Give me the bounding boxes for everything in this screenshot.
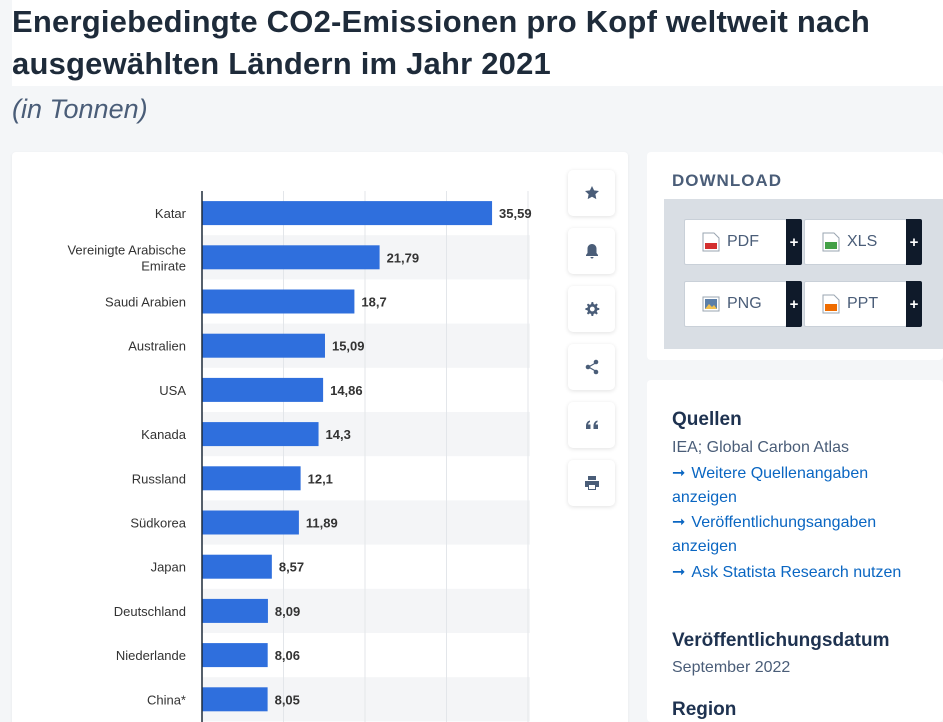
category-label: Deutschland xyxy=(114,604,186,619)
page-header: Energiebedingte CO2-Emissionen pro Kopf … xyxy=(12,0,943,86)
category-label: Australien xyxy=(128,339,186,354)
region-heading: Region xyxy=(672,699,737,720)
bell-icon xyxy=(585,244,598,259)
bar xyxy=(202,510,299,535)
notification-button[interactable] xyxy=(568,228,615,274)
bar xyxy=(202,289,355,314)
category-label: China* xyxy=(147,692,186,707)
chart-toolbar xyxy=(568,170,615,518)
arrow-right-icon: ➞ xyxy=(672,564,686,581)
bar xyxy=(202,245,380,270)
category-label: Südkorea xyxy=(130,516,186,531)
ppt-plus[interactable]: + xyxy=(906,281,922,327)
bar xyxy=(202,333,325,358)
bar-value-label: 8,06 xyxy=(275,648,300,663)
print-button[interactable] xyxy=(568,460,615,506)
bar xyxy=(202,466,301,491)
bar-value-label: 14,86 xyxy=(330,383,363,398)
page-subtitle: (in Tonnen) xyxy=(12,94,148,124)
bar-value-label: 35,59 xyxy=(499,206,532,221)
xls-file-icon xyxy=(822,232,840,252)
arrow-right-icon: ➞ xyxy=(672,465,686,482)
pdf-plus[interactable]: + xyxy=(786,219,802,265)
star-icon xyxy=(584,186,599,200)
category-label: Vereinigte Arabische xyxy=(67,242,186,257)
favorite-button[interactable] xyxy=(568,170,615,216)
bar xyxy=(202,643,268,668)
ask-research-link[interactable]: ➞ Ask Statista Research nutzen xyxy=(672,561,922,585)
publication-info-link[interactable]: ➞ Veröffentlichungsangaben anzeigen xyxy=(672,511,922,559)
bar-value-label: 8,05 xyxy=(275,692,300,707)
bar-value-label: 21,79 xyxy=(387,250,420,265)
category-label: Saudi Arabien xyxy=(105,295,186,310)
ppt-file-icon xyxy=(822,294,840,314)
download-xls-button[interactable]: XLS + xyxy=(804,219,922,265)
chart-card: 35,59 Katar 21,79 Vereinigte Arabische Emira… xyxy=(12,152,628,722)
pubdate-heading: Veröffentlichungsdatum xyxy=(672,630,890,651)
bar-value-label: 8,09 xyxy=(275,604,300,619)
download-title: DOWNLOAD xyxy=(672,171,782,190)
category-label: USA xyxy=(159,383,186,398)
xls-plus[interactable]: + xyxy=(906,219,922,265)
bar-value-label: 18,7 xyxy=(361,295,386,310)
bar xyxy=(202,201,493,226)
page-title-line-2: ausgewählten Ländern im Jahr 2021 xyxy=(12,46,551,81)
category-label: Kanada xyxy=(141,427,187,442)
cite-button[interactable] xyxy=(568,402,615,448)
arrow-right-icon: ➞ xyxy=(672,514,686,531)
download-card: DOWNLOAD PDF + XLS + PNG + P xyxy=(647,152,943,360)
pdf-file-icon xyxy=(702,232,720,252)
bar xyxy=(202,422,319,447)
xls-label: XLS xyxy=(847,233,878,250)
share-icon xyxy=(585,359,598,375)
bar-chart: 35,59 Katar 21,79 Vereinigte ArabischeEmira… xyxy=(67,191,532,722)
info-card: Quellen IEA; Global Carbon Atlas ➞ Weiter… xyxy=(647,380,943,722)
download-pdf-button[interactable]: PDF + xyxy=(684,219,802,265)
bar xyxy=(202,687,268,712)
settings-button[interactable] xyxy=(568,286,615,332)
gear-icon xyxy=(584,302,599,316)
page-title-line-1: Energiebedingte CO2-Emissionen pro Kopf … xyxy=(12,4,871,39)
bar xyxy=(202,554,272,579)
more-sources-link-text: Weitere Quellenangaben anzeigen xyxy=(672,465,869,506)
share-button[interactable] xyxy=(568,344,615,390)
bar xyxy=(202,377,324,402)
category-label: Emirate xyxy=(141,258,186,273)
category-label: Japan xyxy=(151,560,186,575)
bar-value-label: 14,3 xyxy=(326,427,351,442)
png-plus[interactable]: + xyxy=(786,281,802,327)
ppt-label: PPT xyxy=(847,295,879,312)
category-label: Katar xyxy=(155,206,187,221)
pubdate-text: September 2022 xyxy=(672,659,791,676)
bar-value-label: 8,57 xyxy=(279,560,304,575)
bar-value-label: 11,89 xyxy=(306,516,338,531)
sources-heading: Quellen xyxy=(672,409,742,430)
sources-text: IEA; Global Carbon Atlas xyxy=(672,439,849,456)
png-label: PNG xyxy=(727,295,762,312)
quote-icon xyxy=(585,420,598,429)
download-ppt-button[interactable]: PPT + xyxy=(804,281,922,327)
print-icon xyxy=(584,476,599,490)
ask-research-link-text: Ask Statista Research nutzen xyxy=(691,564,902,581)
publication-info-link-text: Veröffentlichungsangaben anzeigen xyxy=(672,514,877,555)
pdf-label: PDF xyxy=(727,233,759,250)
download-panel: PDF + XLS + PNG + PPT + xyxy=(664,199,943,349)
category-label: Russland xyxy=(132,471,186,486)
bar xyxy=(202,598,268,623)
bar-value-label: 15,09 xyxy=(332,339,365,354)
more-sources-link[interactable]: ➞ Weitere Quellenangaben anzeigen xyxy=(672,462,922,510)
png-file-icon xyxy=(702,294,720,314)
download-png-button[interactable]: PNG + xyxy=(684,281,802,327)
bar-value-label: 12,1 xyxy=(308,471,333,486)
category-label: Niederlande xyxy=(116,648,186,663)
